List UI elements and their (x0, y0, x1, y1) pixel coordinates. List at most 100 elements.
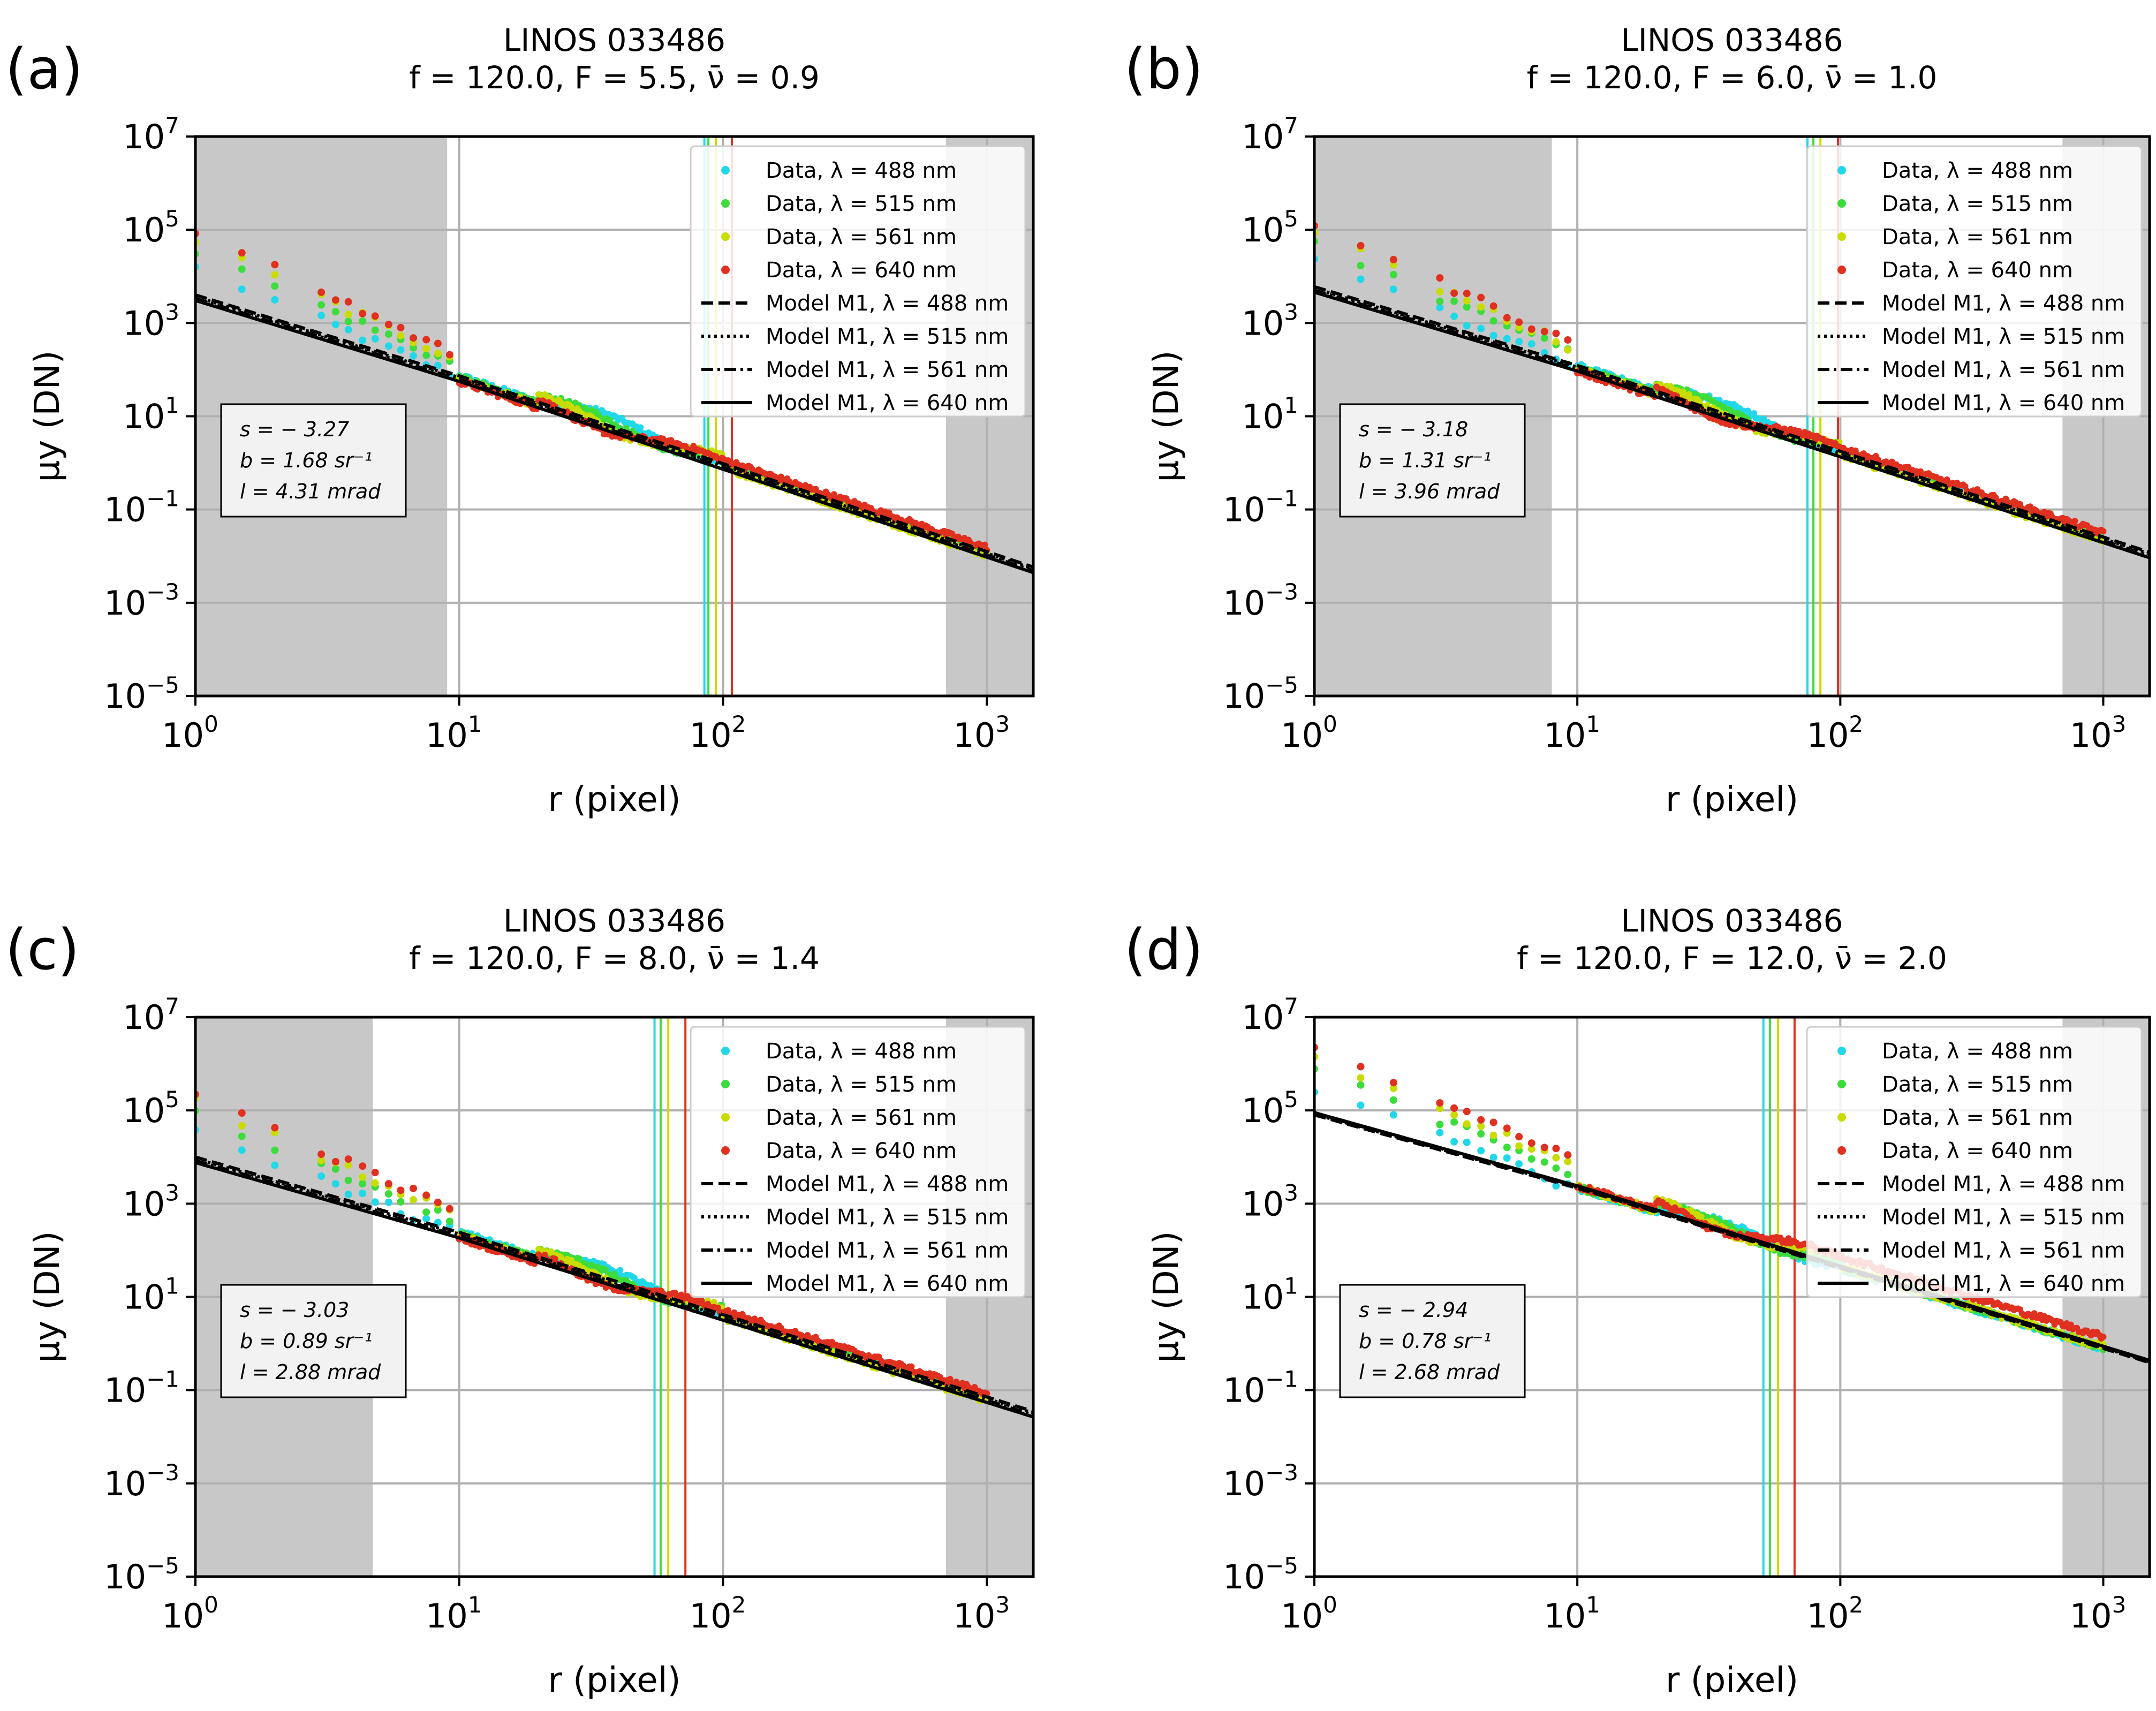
data-point (238, 1109, 246, 1117)
data-point (1477, 1122, 1485, 1130)
legend-label: Model M1, λ = 561 nm (766, 1238, 1009, 1263)
legend-label: Model M1, λ = 561 nm (1882, 358, 2125, 382)
data-point (1477, 303, 1485, 311)
param-text: s = − 3.18 (1359, 418, 1468, 441)
legend-label: Data, λ = 561 nm (766, 225, 957, 249)
y-tick-label: 10−1 (104, 1366, 179, 1410)
data-point (384, 1190, 392, 1198)
data-point (1564, 346, 1572, 354)
data-point (422, 336, 430, 344)
data-point (1503, 1154, 1511, 1162)
data-point (1489, 1153, 1497, 1161)
legend-marker (721, 1146, 730, 1155)
data-point (344, 1161, 352, 1169)
legend-label: Model M1, λ = 640 nm (1882, 1271, 2125, 1296)
data-point (359, 1173, 367, 1181)
param-text: b = 0.78 sr⁻¹ (1359, 1329, 1492, 1353)
data-point (1552, 329, 1560, 337)
panel-subtitle: f = 120.0, F = 12.0, ν̄ = 2.0 (1517, 940, 1947, 976)
data-point (1357, 275, 1365, 283)
panel-label: (d) (1124, 917, 1203, 982)
y-tick-label: 10−3 (1223, 1459, 1298, 1503)
data-point (344, 1155, 352, 1163)
data-point (1564, 336, 1572, 344)
y-tick-label: 10−1 (104, 486, 179, 529)
data-point (344, 311, 352, 319)
model-curve (1314, 286, 2150, 556)
data-point (397, 323, 405, 331)
data-point (331, 308, 339, 316)
panel-subtitle: f = 120.0, F = 6.0, ν̄ = 1.0 (1527, 59, 1938, 96)
data-point (317, 312, 326, 320)
model-curve (195, 297, 1033, 572)
legend-box (1806, 1026, 2143, 1298)
x-tick-label: 103 (2070, 1592, 2127, 1636)
data-point (1564, 1151, 1572, 1159)
model-curve (195, 1155, 1033, 1413)
data-point (271, 282, 279, 290)
data-point (422, 1215, 430, 1223)
data-point (1564, 1170, 1572, 1178)
data-point (410, 1184, 418, 1192)
data-point (317, 301, 326, 309)
y-tick-label: 10−5 (1223, 1553, 1298, 1596)
param-text: l = 2.68 mrad (1359, 1360, 1500, 1384)
data-point (1552, 1182, 1560, 1190)
legend-label: Data, λ = 561 nm (1882, 225, 2073, 249)
data-point (271, 1161, 279, 1169)
legend-box (690, 1026, 1026, 1298)
data-point (410, 344, 418, 352)
data-point (1463, 322, 1471, 330)
x-axis-label: r (pixel) (548, 1661, 680, 1700)
param-text: l = 3.96 mrad (1359, 480, 1500, 503)
y-tick-label: 101 (123, 1273, 179, 1317)
param-text: l = 2.88 mrad (240, 1360, 381, 1384)
data-point (1450, 289, 1458, 297)
data-point (371, 326, 379, 334)
data-point (1503, 314, 1511, 322)
data-point (331, 1165, 339, 1173)
data-point (1436, 1104, 1444, 1112)
x-axis-label: r (pixel) (1666, 780, 1798, 820)
param-text: s = − 3.03 (240, 1298, 349, 1322)
data-point (445, 351, 453, 359)
y-tick-label: 103 (1242, 299, 1298, 343)
legend-label: Data, λ = 640 nm (1882, 258, 2073, 283)
model-curve (1314, 291, 2150, 559)
data-point (1450, 1118, 1458, 1126)
param-text: b = 1.68 sr⁻¹ (240, 449, 373, 472)
data-point (317, 1150, 326, 1159)
data-point (1489, 302, 1497, 310)
data-point (359, 336, 367, 344)
data-point (1540, 328, 1548, 336)
y-axis-label: μy (DN) (28, 350, 67, 482)
data-point (1564, 1157, 1572, 1165)
legend-marker (721, 199, 730, 208)
x-tick-label: 100 (162, 1592, 218, 1636)
data-point (271, 1124, 279, 1132)
data-point (981, 541, 988, 548)
data-point (317, 1172, 326, 1180)
model-curve (1314, 285, 2150, 554)
data-point (1515, 1142, 1523, 1150)
panel-label: (c) (5, 917, 79, 982)
data-point (1436, 1129, 1444, 1137)
params-box (220, 403, 407, 518)
data-point (1389, 270, 1397, 278)
panel-title: LINOS 033486 (503, 22, 725, 58)
legend-marker (1837, 166, 1846, 175)
legend-label: Model M1, λ = 640 nm (766, 391, 1009, 415)
data-point (1463, 297, 1471, 305)
legend-marker (1837, 1047, 1846, 1055)
x-tick-label: 100 (162, 711, 218, 755)
legend-marker (721, 232, 730, 241)
data-point (617, 1267, 624, 1274)
data-point (1436, 1099, 1444, 1107)
data-point (445, 1205, 453, 1213)
data-point (434, 1198, 442, 1206)
data-point (238, 1146, 246, 1154)
data-point (344, 1190, 352, 1198)
y-axis-label: μy (DN) (1147, 1231, 1186, 1362)
